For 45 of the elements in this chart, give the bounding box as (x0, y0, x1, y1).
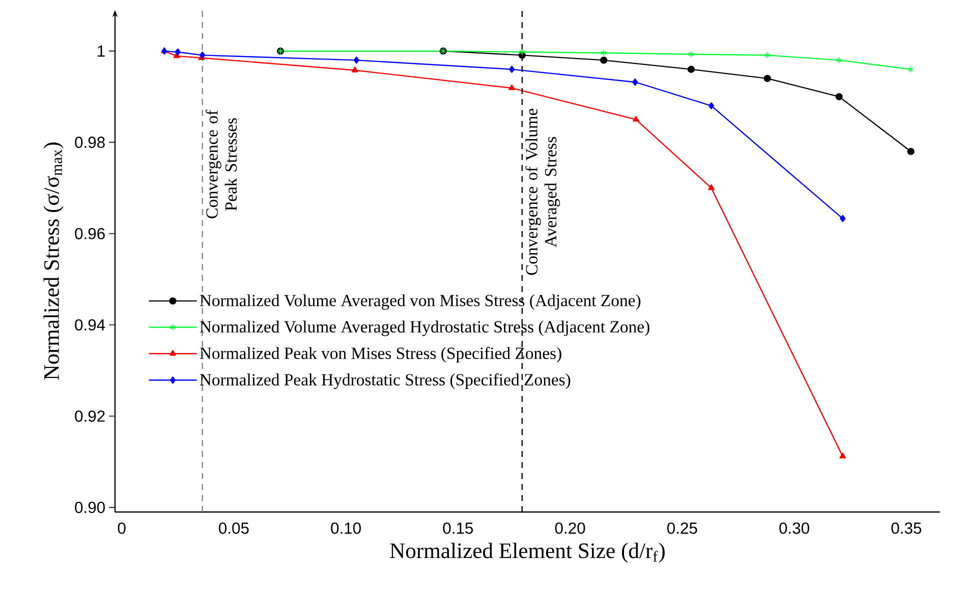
point (600, 56, 608, 64)
point (600, 49, 607, 56)
point (764, 74, 771, 82)
point (764, 52, 770, 59)
point (708, 102, 714, 110)
ref-line-label: Convergence of Peak Stresses (206, 110, 237, 218)
point (632, 78, 638, 86)
y-tick-label: 0.96 (74, 228, 105, 240)
y-tick-label: 0.92 (74, 410, 105, 422)
x-tick-label: 0.05 (218, 522, 249, 534)
x-tick-label: 0.15 (443, 522, 473, 534)
ref-line-label: Convergence of Volume Averaged Stress (525, 108, 560, 275)
y-tick-label: 0.94 (74, 319, 105, 331)
point (836, 56, 842, 64)
point (508, 84, 516, 90)
point (688, 50, 694, 58)
point (352, 66, 358, 72)
y-tick-label: 0.90 (74, 502, 105, 514)
y-tick-label: 0.98 (74, 136, 105, 148)
point (508, 66, 515, 73)
x-axis-title: Normalized Element Size (d/r$_{f}$) (390, 542, 665, 563)
x-tick-label: 0.30 (779, 522, 810, 534)
point (174, 48, 181, 56)
x-tick-label: 0.25 (667, 522, 698, 534)
point (840, 214, 846, 222)
point (688, 66, 695, 73)
point (200, 52, 206, 59)
x-tick-label: 0.35 (891, 522, 922, 534)
x-tick-label: 0.10 (330, 522, 361, 534)
point (836, 93, 843, 100)
legend-label: Normalized Peak Hydrostatic Stress (Specified Zones) (200, 373, 570, 390)
y-axis-title: Normalized Stress (σ/σ$_{max}$) (44, 142, 64, 380)
point (354, 56, 360, 64)
legend-label: Normalized Volume Averaged Hydrostatic Stress (Adjacent Zone) (200, 320, 650, 336)
point (708, 184, 715, 190)
y-tick-label: 1 (98, 46, 105, 57)
x-tick-label: 0 (118, 522, 126, 534)
legend-label: Normalized Volume Averaged von Mises Stress (Adjacent Zone) (200, 294, 640, 310)
point (519, 48, 526, 56)
point (907, 148, 914, 156)
point (632, 116, 640, 122)
x-tick-label: 0.20 (555, 522, 586, 534)
legend-label: Normalized Peak von Mises Stress (Specified Zones) (200, 346, 562, 362)
point (840, 452, 846, 458)
point (908, 66, 914, 73)
